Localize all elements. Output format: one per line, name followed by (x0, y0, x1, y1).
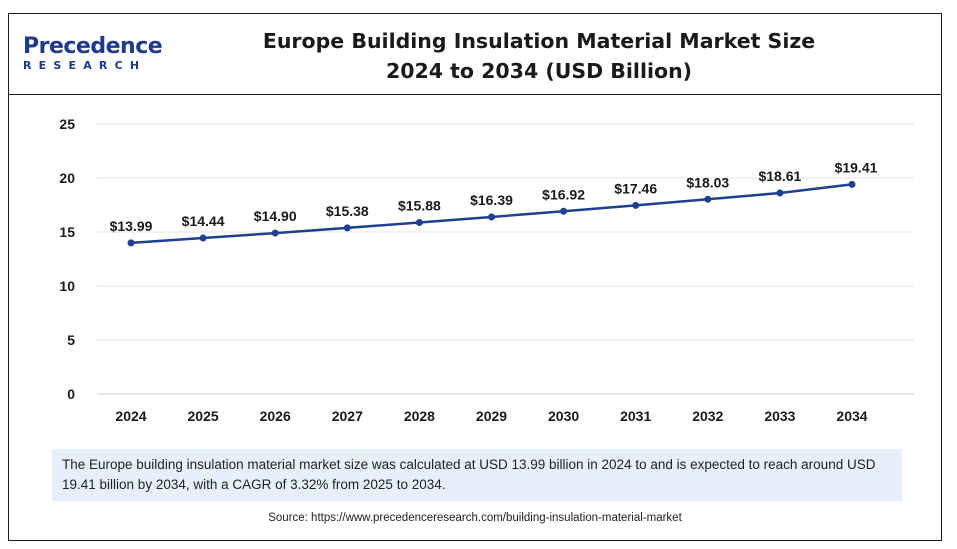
chart-frame: Precedence RESEARCH Europe Building Insu… (8, 13, 942, 541)
x-tick-label: 2031 (620, 408, 651, 424)
x-tick-label: 2024 (115, 408, 146, 424)
chart-title-line-1: Europe Building Insulation Material Mark… (262, 29, 816, 53)
data-point (776, 189, 784, 197)
x-tick-label: 2033 (764, 408, 795, 424)
x-tick-label: 2029 (476, 408, 507, 424)
data-label: $15.38 (326, 203, 369, 219)
data-point (848, 180, 856, 188)
data-label: $19.41 (835, 159, 878, 175)
x-tick-label: 2028 (404, 408, 435, 424)
data-label: $18.61 (758, 168, 801, 184)
y-axis: 0 5 10 15 20 25 (59, 116, 75, 402)
grid-lines (97, 123, 914, 341)
data-point (271, 229, 279, 237)
data-point (704, 195, 712, 203)
logo-subtitle: RESEARCH (23, 59, 147, 72)
data-point (560, 207, 568, 215)
data-labels: $13.99 $14.44 $14.90 $15.38 $15.88 $16.39 $16.… (110, 159, 878, 234)
x-tick-label: 2030 (548, 408, 579, 424)
chart-title-line-2: 2024 to 2034 (USD Billion) (385, 59, 693, 83)
data-point (415, 218, 423, 226)
x-tick-label: 2032 (692, 408, 723, 424)
x-tick-label: 2025 (188, 408, 219, 424)
data-label: $14.44 (182, 213, 225, 229)
data-label: $18.03 (686, 174, 729, 190)
data-label: $14.90 (254, 208, 297, 224)
x-tick-label: 2027 (332, 408, 363, 424)
data-label: $15.88 (398, 197, 441, 213)
x-tick-label: 2026 (260, 408, 291, 424)
y-tick-label: 10 (59, 278, 75, 294)
data-point (199, 234, 207, 242)
source-citation: Source: https://www.precedenceresearch.c… (268, 512, 682, 524)
brand-logo: Precedence RESEARCH (23, 36, 173, 80)
y-tick-label: 5 (67, 332, 75, 348)
data-point (343, 224, 351, 232)
header: Precedence RESEARCH Europe Building Insu… (9, 14, 941, 95)
logo-wordmark: Precedence (23, 34, 163, 59)
data-point (127, 239, 135, 247)
data-label: $13.99 (110, 218, 153, 234)
data-points (127, 180, 856, 247)
y-tick-label: 25 (59, 116, 75, 132)
data-point (488, 213, 495, 221)
data-point (632, 201, 640, 209)
data-label: $16.92 (542, 186, 585, 202)
summary-note: The Europe building insulation material … (52, 449, 902, 501)
y-tick-label: 0 (67, 386, 75, 402)
y-tick-label: 20 (59, 170, 75, 186)
y-tick-label: 15 (59, 224, 75, 240)
x-axis: 2024 2025 2026 2027 2028 2029 2030 2031 2032 2033… (97, 393, 914, 424)
data-label: $17.46 (614, 180, 657, 196)
data-label: $16.39 (470, 192, 513, 208)
chart-title: Europe Building Insulation Material Mark… (239, 26, 839, 86)
x-tick-label: 2034 (836, 408, 867, 424)
